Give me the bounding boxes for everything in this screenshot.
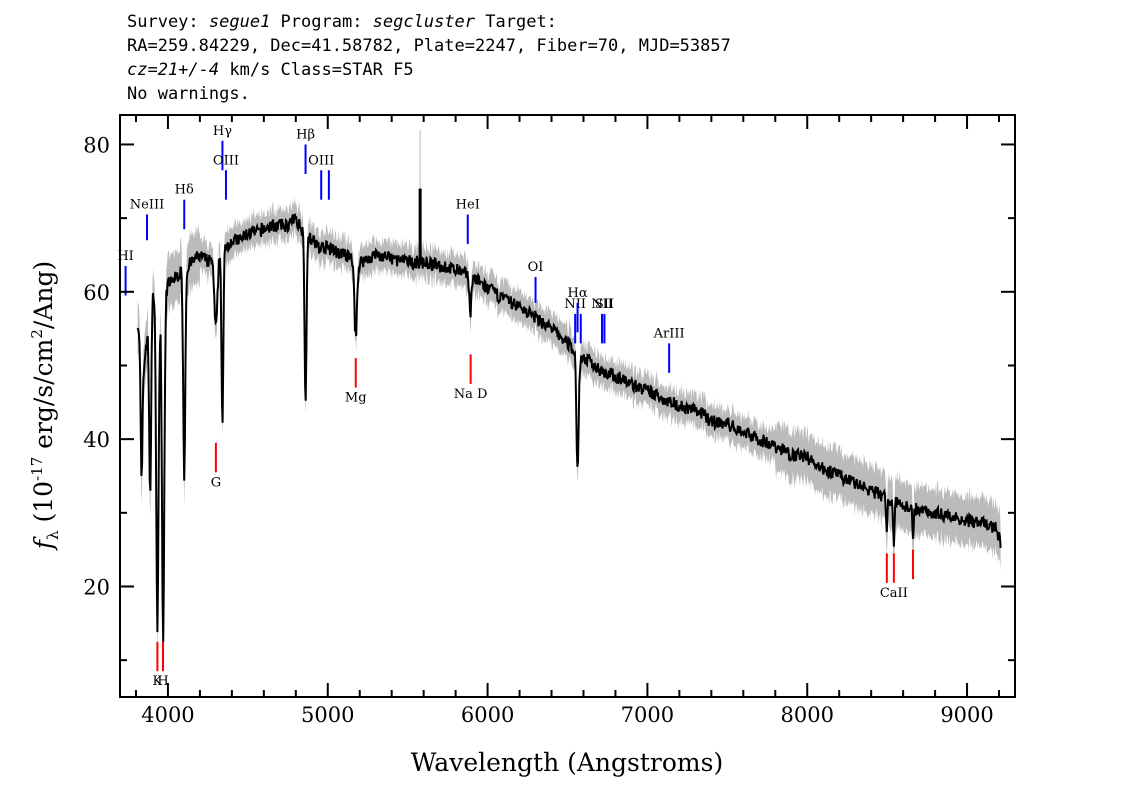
absorption-line-label: G bbox=[211, 475, 221, 490]
emission-line-label: NII bbox=[591, 297, 613, 312]
x-tick-label: 8000 bbox=[781, 703, 834, 727]
error-band-layer bbox=[137, 197, 1001, 673]
emission-line-label: ArIII bbox=[653, 326, 685, 341]
spectrum-line bbox=[136, 213, 1002, 643]
header-redshift-line: cz=21+/-4 km/s Class=STAR F5 bbox=[127, 60, 414, 80]
absorption-line-label: Mg bbox=[345, 391, 367, 406]
x-tick-label: 7000 bbox=[621, 703, 674, 727]
emission-line-label: HI bbox=[117, 249, 133, 264]
y-tick-label: 60 bbox=[83, 281, 110, 305]
line-marker-layer: HINeIIIHδHγOIIIHβOIIIHeIOINIIHαNIISIIArI… bbox=[117, 124, 915, 689]
y-axis-title: fλ (10-17 erg/s/cm2/Ang) bbox=[28, 261, 62, 551]
emission-line-label: Hα bbox=[568, 286, 588, 301]
x-tick-label: 4000 bbox=[141, 703, 194, 727]
error-band bbox=[137, 197, 1001, 673]
emission-line-label: NeIII bbox=[130, 197, 164, 212]
x-tick-label: 5000 bbox=[301, 703, 354, 727]
survey-name: segue1 bbox=[208, 12, 271, 32]
emission-line-label: OI bbox=[528, 260, 544, 275]
emission-line-label: Hβ bbox=[296, 127, 315, 142]
emission-line-label: OIII bbox=[308, 153, 334, 168]
redshift-value: cz=21+/-4 bbox=[127, 60, 220, 80]
emission-line-label: SII bbox=[595, 297, 614, 312]
emission-line-label: NII bbox=[564, 297, 586, 312]
absorption-line-label: H bbox=[157, 674, 168, 689]
emission-line-label: Hγ bbox=[213, 124, 232, 139]
header-survey-line: Survey: segue1 Program: segcluster Targe… bbox=[127, 12, 557, 32]
y-tick-label: 20 bbox=[83, 575, 110, 599]
spectrum-layer bbox=[136, 129, 1002, 643]
program-name: segcluster bbox=[372, 12, 476, 32]
header-coordinates-line: RA=259.84229, Dec=41.58782, Plate=2247, … bbox=[127, 36, 731, 56]
x-tick-label: 6000 bbox=[461, 703, 514, 727]
axis-ticks: 4000 5000 6000 7000 8000 9000 20 40 60 80 bbox=[83, 115, 1015, 727]
absorption-line-label: Na D bbox=[454, 387, 488, 402]
x-axis-title: Wavelength (Angstroms) bbox=[411, 748, 723, 777]
absorption-line-label: K bbox=[153, 674, 163, 689]
emission-line-label: Hδ bbox=[175, 183, 194, 198]
x-tick-label: 9000 bbox=[940, 703, 993, 727]
header-warnings-line: No warnings. bbox=[127, 84, 250, 104]
emission-line-label: OIII bbox=[213, 153, 239, 168]
absorption-line-label: CaII bbox=[880, 586, 908, 601]
emission-line-label: HeI bbox=[456, 197, 480, 212]
y-tick-label: 40 bbox=[83, 428, 110, 452]
y-tick-label: 80 bbox=[83, 133, 110, 157]
plot-frame bbox=[119, 114, 1016, 698]
